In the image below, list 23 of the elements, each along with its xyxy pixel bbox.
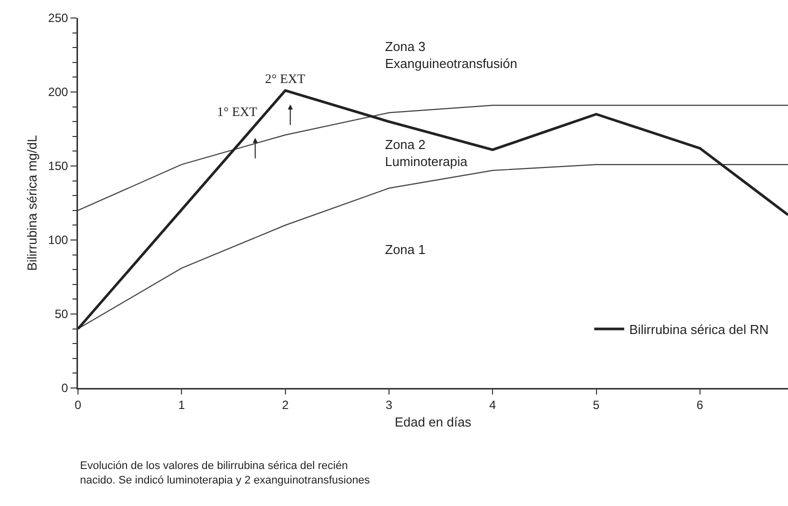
- annotation: 2° EXT: [265, 71, 306, 86]
- y-tick-label: 0: [61, 381, 68, 396]
- y-tick-label: 150: [48, 159, 68, 174]
- y-axis-title: Bilirrubina sérica mg/dL: [24, 135, 40, 271]
- legend-label: Bilirrubina sérica del RN: [629, 322, 769, 338]
- annotation: 1° EXT: [217, 104, 258, 119]
- annotation: Zona 3 Exanguineotransfusión: [385, 39, 518, 71]
- x-tick-label: 3: [386, 398, 393, 412]
- text: Evolución de los valores de bilirrubina sérica del recién nacido. Se indicó luminoterapia y 2 exanguinotransfusiones: [80, 460, 370, 486]
- y-tick-label: 250: [48, 11, 68, 26]
- x-tick-label: 4: [489, 398, 496, 412]
- y-tick-label: 200: [48, 85, 68, 100]
- annotation: Zona 1: [385, 242, 426, 257]
- y-tick-label: 100: [48, 233, 68, 248]
- x-tick-label: 5: [592, 398, 600, 412]
- x-tick-label: 1: [178, 398, 186, 412]
- x-tick-label: 2: [282, 398, 289, 412]
- y-tick-label: 50: [54, 307, 68, 322]
- x-axis-title: Edad en días: [394, 414, 472, 430]
- x-tick-label: 6: [696, 398, 704, 412]
- annotation: Zona 2 Luminoterapia: [385, 137, 468, 169]
- x-tick-label: 0: [74, 398, 82, 412]
- line-series: [78, 104, 788, 211]
